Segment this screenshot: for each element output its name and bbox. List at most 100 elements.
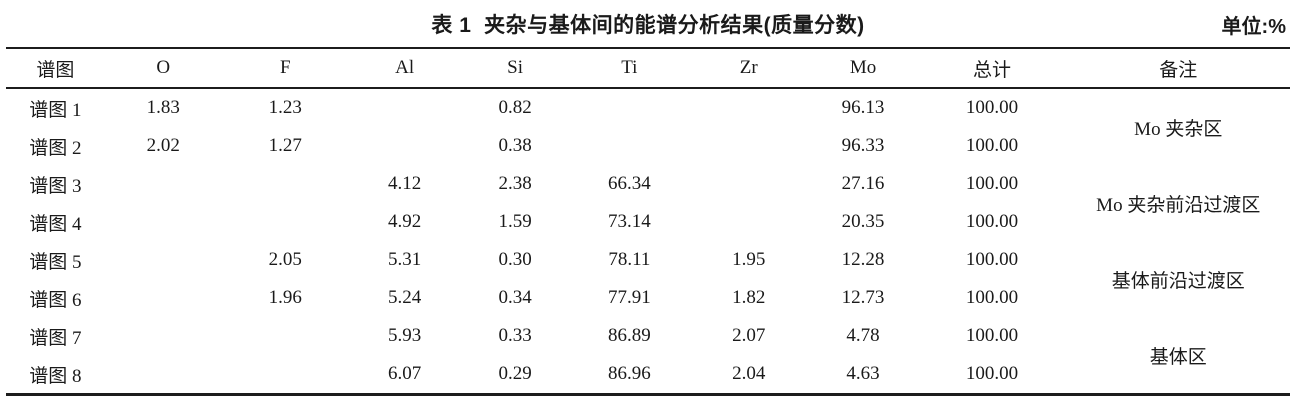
value-cell: 0.82	[498, 97, 532, 118]
table-row: 谱图 4 4.92 1.59 73.14 20.35 100.00	[6, 203, 1290, 241]
value-cell: 100.00	[965, 325, 1019, 346]
col-header-si: Si	[460, 48, 570, 89]
col-header-al: Al	[348, 48, 461, 89]
value-cell: 100.00	[965, 173, 1019, 194]
value-cell: 2.38	[498, 173, 532, 194]
value-cell: 2.07	[732, 325, 766, 346]
value-cell: 86.89	[607, 325, 651, 346]
value-cell: 2.05	[268, 249, 302, 270]
value-cell: 5.93	[388, 325, 422, 346]
col-header-ti: Ti	[569, 48, 690, 89]
eds-analysis-table: 谱图 O F Al Si Ti Zr Mo 总计 备注 谱图 1 1.83 1.23…	[6, 47, 1290, 396]
value-cell: 0.29	[498, 363, 532, 384]
value-cell: 2.02	[146, 135, 180, 156]
value-cell: 0.34	[498, 287, 532, 308]
value-cell	[105, 279, 222, 317]
value-cell	[105, 165, 222, 203]
value-cell: 4.78	[846, 325, 880, 346]
value-cell: 1.27	[268, 135, 302, 156]
value-cell: 12.73	[841, 287, 885, 308]
remark-cell: 基体区	[1149, 346, 1207, 368]
value-cell: 0.33	[498, 325, 532, 346]
spectrum-label-cell: 谱图 5	[29, 251, 82, 273]
value-cell	[570, 127, 689, 165]
table-row: 谱图 8 6.07 0.29 86.96 2.04 4.63 100.00	[6, 355, 1290, 395]
value-cell: 1.59	[498, 211, 532, 232]
value-cell	[105, 317, 222, 355]
value-cell: 78.11	[608, 249, 651, 270]
col-header-spectrum: 谱图	[6, 48, 105, 89]
spectrum-label-cell: 谱图 8	[29, 365, 82, 387]
value-cell: 20.35	[841, 211, 885, 232]
col-header-remark: 备注	[1066, 48, 1290, 89]
value-cell	[689, 127, 808, 165]
table-body: 谱图 1 1.83 1.23 0.82 96.13 100.00 Mo 夹杂区谱图 2 2.0…	[6, 88, 1290, 395]
remark-cell: Mo 夹杂前沿过渡区	[1096, 194, 1261, 216]
value-cell: 100.00	[965, 287, 1019, 308]
remark-cell: 基体前沿过渡区	[1111, 270, 1245, 292]
value-cell: 1.96	[268, 287, 302, 308]
value-cell: 5.24	[388, 287, 422, 308]
value-cell	[349, 127, 461, 165]
value-cell: 100.00	[965, 97, 1019, 118]
header-row: 谱图 O F Al Si Ti Zr Mo 总计 备注	[6, 48, 1290, 89]
value-cell: 100.00	[965, 211, 1019, 232]
value-cell: 4.12	[388, 173, 422, 194]
value-cell: 100.00	[965, 135, 1019, 156]
value-cell: 2.04	[732, 363, 766, 384]
value-cell	[689, 203, 808, 241]
table-caption-bar: 表 1 夹杂与基体间的能谱分析结果(质量分数) 单位:%	[0, 0, 1296, 47]
spectrum-label-cell: 谱图 7	[29, 327, 82, 349]
value-cell	[222, 317, 349, 355]
value-cell	[105, 241, 222, 279]
value-cell	[222, 355, 349, 395]
value-cell	[689, 165, 808, 203]
value-cell: 5.31	[388, 249, 422, 270]
spectrum-label-cell: 谱图 4	[29, 213, 82, 235]
value-cell	[222, 165, 349, 203]
value-cell: 4.63	[846, 363, 880, 384]
value-cell	[570, 88, 689, 127]
table-row: 谱图 5 2.05 5.31 0.30 78.11 1.95 12.28 100.00 基体前沿…	[6, 241, 1290, 292]
table-row: 谱图 3 4.12 2.38 66.34 27.16 100.00 Mo 夹杂前沿过渡区	[6, 165, 1290, 216]
spectrum-label-cell: 谱图 2	[29, 137, 82, 159]
spectrum-label-cell: 谱图 6	[29, 289, 82, 311]
value-cell	[105, 203, 222, 241]
unit-label: 单位:%	[1221, 16, 1286, 38]
spectrum-label-cell: 谱图 3	[29, 175, 82, 197]
table-title: 表 1 夹杂与基体间的能谱分析结果(质量分数)	[431, 13, 865, 37]
value-cell: 12.28	[841, 249, 885, 270]
table-row: 谱图 1 1.83 1.23 0.82 96.13 100.00 Mo 夹杂区	[6, 88, 1290, 140]
value-cell	[105, 355, 222, 395]
value-cell: 1.82	[732, 287, 766, 308]
col-header-zr: Zr	[689, 48, 809, 89]
value-cell: 1.95	[732, 249, 766, 270]
col-header-f: F	[221, 48, 349, 89]
value-cell: 86.96	[607, 363, 651, 384]
value-cell: 1.83	[146, 97, 180, 118]
value-cell: 100.00	[965, 249, 1019, 270]
spectrum-label-cell: 谱图 1	[29, 99, 82, 121]
value-cell	[222, 203, 349, 241]
table-row: 谱图 2 2.02 1.27 0.38 96.33 100.00	[6, 127, 1290, 165]
col-header-total: 总计	[917, 48, 1067, 89]
value-cell: 96.13	[841, 97, 885, 118]
table-row: 谱图 7 5.93 0.33 86.89 2.07 4.78 100.00 基体区	[6, 317, 1290, 368]
value-cell	[349, 88, 461, 127]
value-cell: 77.91	[607, 287, 651, 308]
value-cell: 100.00	[965, 363, 1019, 384]
table-row: 谱图 6 1.96 5.24 0.34 77.91 1.82 12.73 100.00	[6, 279, 1290, 317]
value-cell: 66.34	[607, 173, 651, 194]
remark-cell: Mo 夹杂区	[1134, 118, 1223, 140]
value-cell: 73.14	[607, 211, 651, 232]
value-cell	[689, 88, 808, 127]
col-header-mo: Mo	[808, 48, 918, 89]
value-cell: 0.38	[498, 135, 532, 156]
value-cell: 4.92	[388, 211, 422, 232]
value-cell: 1.23	[268, 97, 302, 118]
col-header-o: O	[104, 48, 222, 89]
value-cell: 6.07	[388, 363, 422, 384]
value-cell: 27.16	[841, 173, 885, 194]
value-cell: 96.33	[841, 135, 885, 156]
